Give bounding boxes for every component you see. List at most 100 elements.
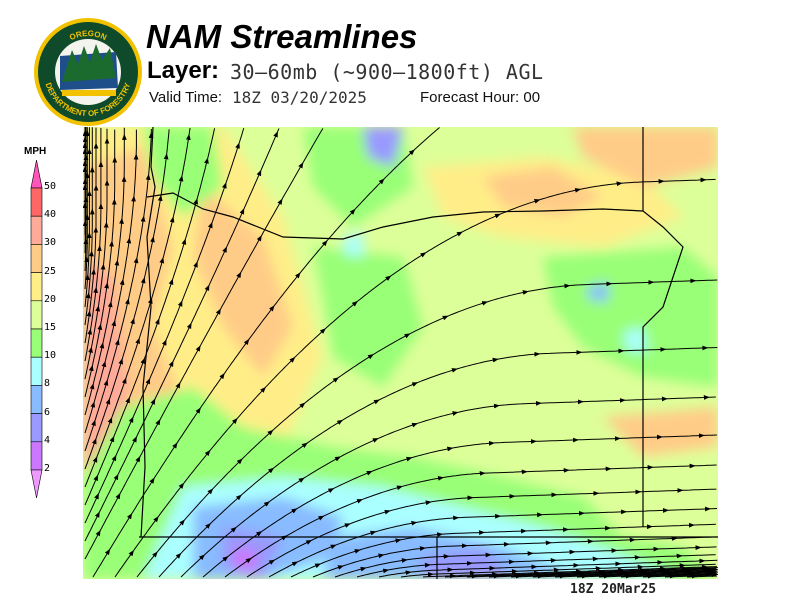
streamline-arrow [133,257,139,264]
streamline-arrow [289,356,296,363]
streamline-arrow [104,548,111,556]
legend-swatch [30,328,43,358]
streamline-arrow [89,383,95,390]
streamline-arrow [267,429,274,436]
legend-swatch [30,300,43,330]
streamline-arrow [135,455,141,463]
streamline [114,178,716,578]
streamline-arrow [385,275,392,281]
streamline-arrow [239,208,245,215]
streamline-arrow [231,417,238,425]
streamline-arrow [128,549,134,557]
streamline-arrow [305,539,313,545]
legend-tick-label: 10 [44,350,57,362]
streamline-arrow [140,277,146,284]
streamline-arrow [175,382,181,389]
legend-tick-label: 20 [44,293,57,305]
streamline-arrow [280,535,288,541]
streamline-arrow [101,360,107,368]
legend-swatch [30,441,43,471]
streamline-arrow [301,442,308,449]
streamline-arrow [125,396,130,404]
streamline-arrow [277,198,283,205]
legend-tick-label: 30 [44,237,57,249]
streamline-arrow [186,322,192,330]
streamline-arrow [93,474,98,482]
streamline-arrow [119,278,125,286]
streamline-arrow [204,449,211,457]
streamline-arrow [360,566,367,572]
legend-over-triangle [30,159,43,189]
streamline [158,347,718,578]
streamline-arrow [168,360,174,367]
streamlines [83,127,718,579]
streamline-arrow [115,492,121,500]
streamline-arrow [195,407,201,414]
streamline-arrow [245,557,252,564]
streamline-arrow [395,538,402,544]
streamline-arrow [130,317,135,325]
streamline-arrow [111,454,117,462]
streamline [202,434,717,578]
streamline-arrow [299,402,306,409]
legend-under-triangle [30,469,43,499]
coastline [140,127,156,538]
streamline-arrow [222,246,227,253]
page-title: NAM Streamlines [146,18,418,55]
streamline [356,554,716,578]
streamline [510,569,718,578]
streamline-arrow [396,485,403,491]
layer-value: 30–60mb (~900–1800ft) AGL [230,60,544,84]
streamline [334,546,717,578]
streamline-arrow [327,488,335,493]
streamline-arrow [255,531,263,537]
streamline [84,128,280,542]
streamline [84,128,152,452]
streamline-arrow [178,175,184,182]
streamline-arrow [268,559,276,565]
streamline-arrow [263,501,270,507]
streamline [84,127,97,344]
legend-tick-label: 2 [44,463,51,474]
streamline-arrow [103,379,109,386]
streamline-arrow [113,473,119,481]
streamline-arrow [411,382,419,387]
streamline-arrow [105,398,111,405]
streamline-arrow [150,398,156,405]
streamline-arrow [442,315,449,321]
streamline-arrow [404,333,411,339]
legend-unit: MPH [24,146,47,157]
svg-text:OREGON: OREGON [68,29,108,42]
streamline-arrow [437,475,445,481]
streamline-arrow [107,301,113,308]
streamline-arrow [294,272,301,279]
forecast-hour: Forecast Hour: 00 [420,89,541,106]
wind-speed-fill [83,127,718,579]
streamline [84,127,191,488]
legend-tick-label: 50 [44,181,57,192]
streamline-arrow [291,508,298,514]
streamline-arrow [91,419,96,427]
streamline-arrow [411,422,419,428]
streamline-arrow [334,456,341,462]
streamline-arrow [354,549,361,554]
streamline-arrow [109,435,115,443]
streamline-arrow [205,523,212,529]
streamline-arrow [351,300,358,307]
streamline-arrow [366,471,373,476]
streamline-arrow [405,456,413,462]
streamline-arrow [128,416,134,423]
streamline-arrow [159,257,165,264]
streamline-arrow [124,298,130,305]
legend-swatch [30,272,43,302]
streamline-arrow [446,446,454,452]
streamline-arrow [367,354,374,360]
streamline-arrow [230,526,237,533]
streamline-arrow [177,300,183,307]
oregon-department-of-forestry-logo: OREGON DEPARTMENT OF FORESTRY [34,18,142,126]
streamline-arrow [207,488,214,495]
legend-swatch [30,356,43,386]
streamline-arrow [132,436,137,443]
streamline-arrow [260,386,266,393]
streamline-arrow [95,529,101,537]
